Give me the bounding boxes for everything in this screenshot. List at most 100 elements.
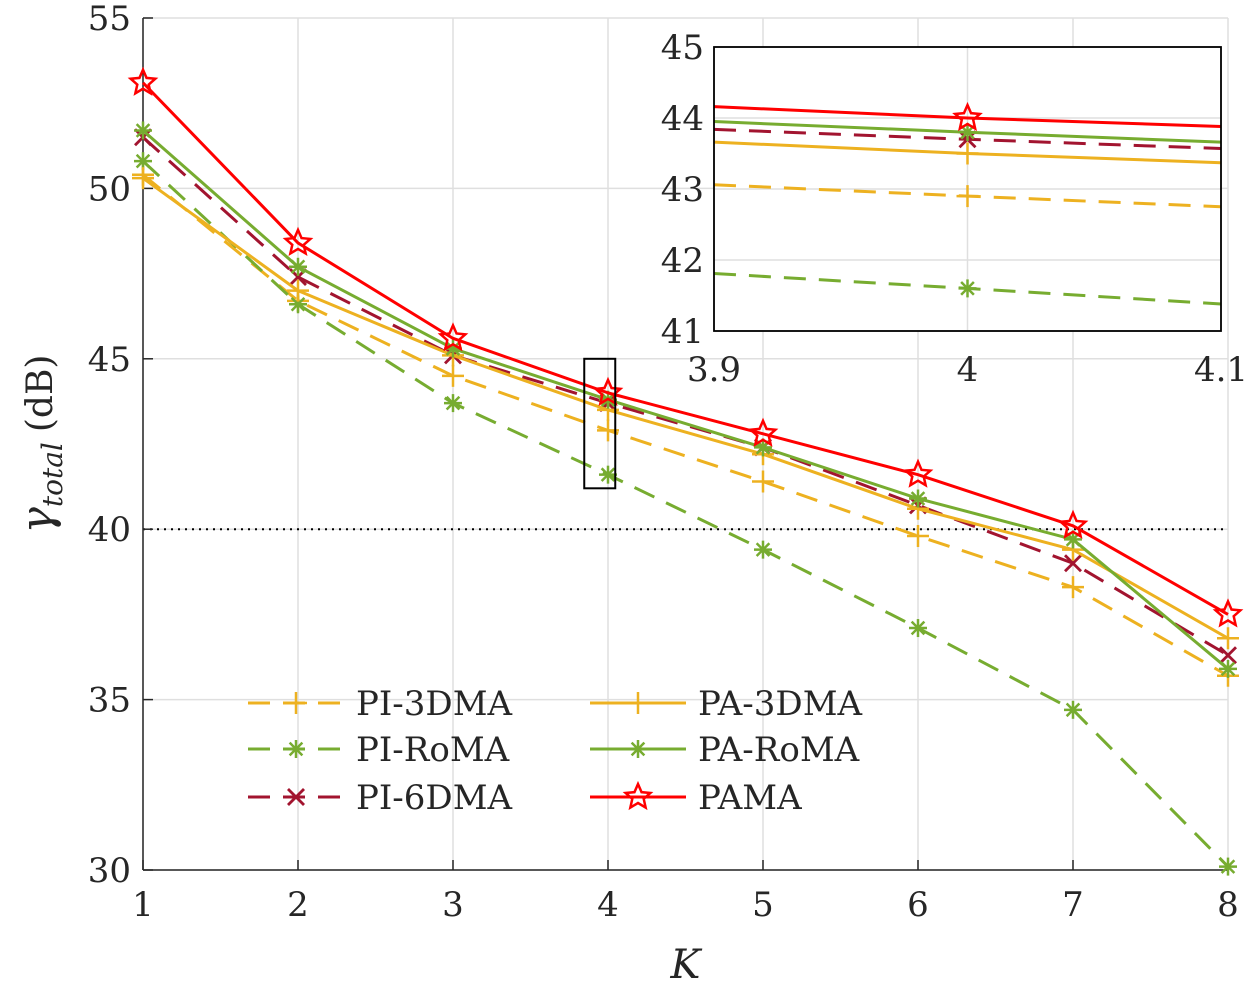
inset-data-point-pama: [952, 101, 983, 132]
data-point-pi-6dma: [1219, 646, 1237, 665]
data-point-pa-3dma: [1217, 627, 1239, 650]
inset-x-tick-label: 4.1: [1194, 350, 1246, 390]
series-group: [127, 66, 1244, 876]
x-tick-label: 5: [752, 885, 774, 925]
y-tick-label: 50: [88, 169, 131, 209]
x-tick-label: 6: [907, 885, 929, 925]
inset-data-point-pa-3dma: [956, 142, 979, 165]
inset-series-pi-roma: [713, 271, 1222, 306]
inset-x-tick-label: 3.9: [687, 350, 741, 390]
data-point-pama: [747, 417, 779, 447]
inset-series-group: [713, 101, 1222, 306]
data-point-pama: [592, 376, 624, 406]
inset-y-tick-label: 45: [661, 28, 704, 68]
data-point-pama: [902, 458, 934, 488]
inset-series-line-pama: [713, 105, 1222, 129]
data-point-pama: [1212, 598, 1244, 628]
inset-series-pi-3dma: [713, 183, 1222, 209]
data-point-pi-roma: [599, 465, 617, 484]
inset-y-tick-label: 42: [661, 241, 704, 281]
legend-marker: [287, 788, 305, 806]
legend-label: PAMA: [698, 778, 802, 818]
inset-y-tick-label: 44: [661, 99, 704, 139]
legend-label: PI-3DMA: [356, 684, 513, 724]
data-point-pa-roma: [1219, 659, 1237, 678]
data-point-pi-3dma: [442, 364, 464, 387]
data-point-pa-3dma: [287, 279, 309, 302]
data-point-pi-roma: [909, 619, 927, 638]
legend-marker: [627, 692, 649, 714]
x-ticks: 1 2 3 4 5 6 7 8: [132, 860, 1239, 925]
legend-item-pama: PAMA: [590, 778, 802, 818]
y-tick-label: 45: [88, 340, 131, 380]
legend-item-pi-roma: PI-RoMA: [248, 730, 510, 770]
legend-item-pi-6dma: PI-6DMA: [248, 778, 513, 818]
legend-marker: [287, 740, 305, 758]
inset-frame: [713, 46, 1222, 332]
data-point-pi-roma: [134, 152, 152, 171]
legend-label: PA-3DMA: [698, 684, 863, 724]
inset-y-tick-label: 43: [661, 170, 704, 210]
series-line-pa-3dma: [142, 176, 1229, 640]
data-point-pi-3dma: [907, 525, 929, 548]
data-point-pi-3dma: [752, 470, 774, 493]
data-point-pi-roma: [444, 394, 462, 413]
x-tick-label: 1: [132, 885, 154, 925]
inset-plot: 3.9 4 4.1 41 42 43 44 45: [661, 28, 1246, 390]
legend-item-pa-3dma: PA-3DMA: [590, 684, 863, 724]
data-point-pi-6dma: [1064, 554, 1082, 573]
inset-y-ticks: 41 42 43 44 45: [661, 28, 704, 352]
y-tick-label: 35: [88, 681, 131, 721]
legend: PI-3DMA PI-RoMA PI-6DMA PA-3DMA PA-RoMA PAMA: [248, 684, 863, 818]
x-tick-label: 2: [287, 885, 309, 925]
data-point-pi-roma: [289, 295, 307, 314]
legend-marker: [285, 692, 307, 714]
data-point-pi-roma: [754, 540, 772, 559]
inset-data-point-pi-3dma: [956, 185, 979, 208]
inset-series-pa-3dma: [713, 140, 1222, 165]
legend-item-pa-roma: PA-RoMA: [590, 730, 860, 770]
series-pa-roma: [134, 121, 1237, 678]
legend-label: PI-6DMA: [356, 778, 513, 818]
data-point-pi-3dma: [1062, 576, 1084, 599]
series-line-pi-roma: [141, 160, 1230, 868]
y-tick-label: 55: [88, 0, 131, 39]
x-tick-label: 7: [1062, 885, 1084, 925]
data-point-pama: [282, 226, 314, 256]
zoom-box: [583, 357, 617, 490]
data-point-pama: [437, 322, 469, 352]
inset-y-tick-label: 41: [661, 312, 704, 352]
data-point-pama: [1057, 509, 1089, 539]
y-ticks: 30 35 40 45 50 55: [88, 0, 153, 891]
legend-item-pi-3dma: PI-3DMA: [248, 684, 513, 724]
data-point-pa-3dma: [132, 167, 154, 190]
series-line-pi-3dma: [142, 173, 1229, 678]
data-point-pa-roma: [909, 489, 927, 508]
data-point-pi-roma: [1219, 857, 1237, 876]
inset-data-point-pi-roma: [958, 279, 977, 298]
y-tick-label: 30: [88, 851, 131, 891]
series-line-pama: [141, 81, 1229, 616]
inset-x-ticks: 3.9 4 4.1: [687, 350, 1246, 390]
series-pama: [127, 66, 1244, 628]
x-axis-title: K: [670, 942, 703, 987]
y-axis-title: γtotal(dB): [12, 355, 69, 534]
legend-marker: [629, 740, 647, 758]
data-point-pi-roma: [1064, 700, 1082, 719]
inset-x-tick-label: 4: [957, 350, 979, 390]
x-tick-label: 3: [442, 885, 464, 925]
data-point-pa-roma: [289, 257, 307, 276]
inset-series-pama: [713, 101, 1222, 132]
series-pi-roma: [134, 152, 1237, 876]
data-point-pa-roma: [134, 121, 152, 140]
legend-marker: [622, 780, 654, 811]
legend-label: PI-RoMA: [356, 730, 510, 770]
x-tick-label: 8: [1217, 885, 1239, 925]
y-tick-label: 40: [88, 510, 131, 550]
legend-label: PA-RoMA: [698, 730, 860, 770]
x-tick-label: 4: [597, 885, 619, 925]
data-point-pama: [127, 66, 159, 96]
series-line-pa-roma: [142, 129, 1229, 671]
